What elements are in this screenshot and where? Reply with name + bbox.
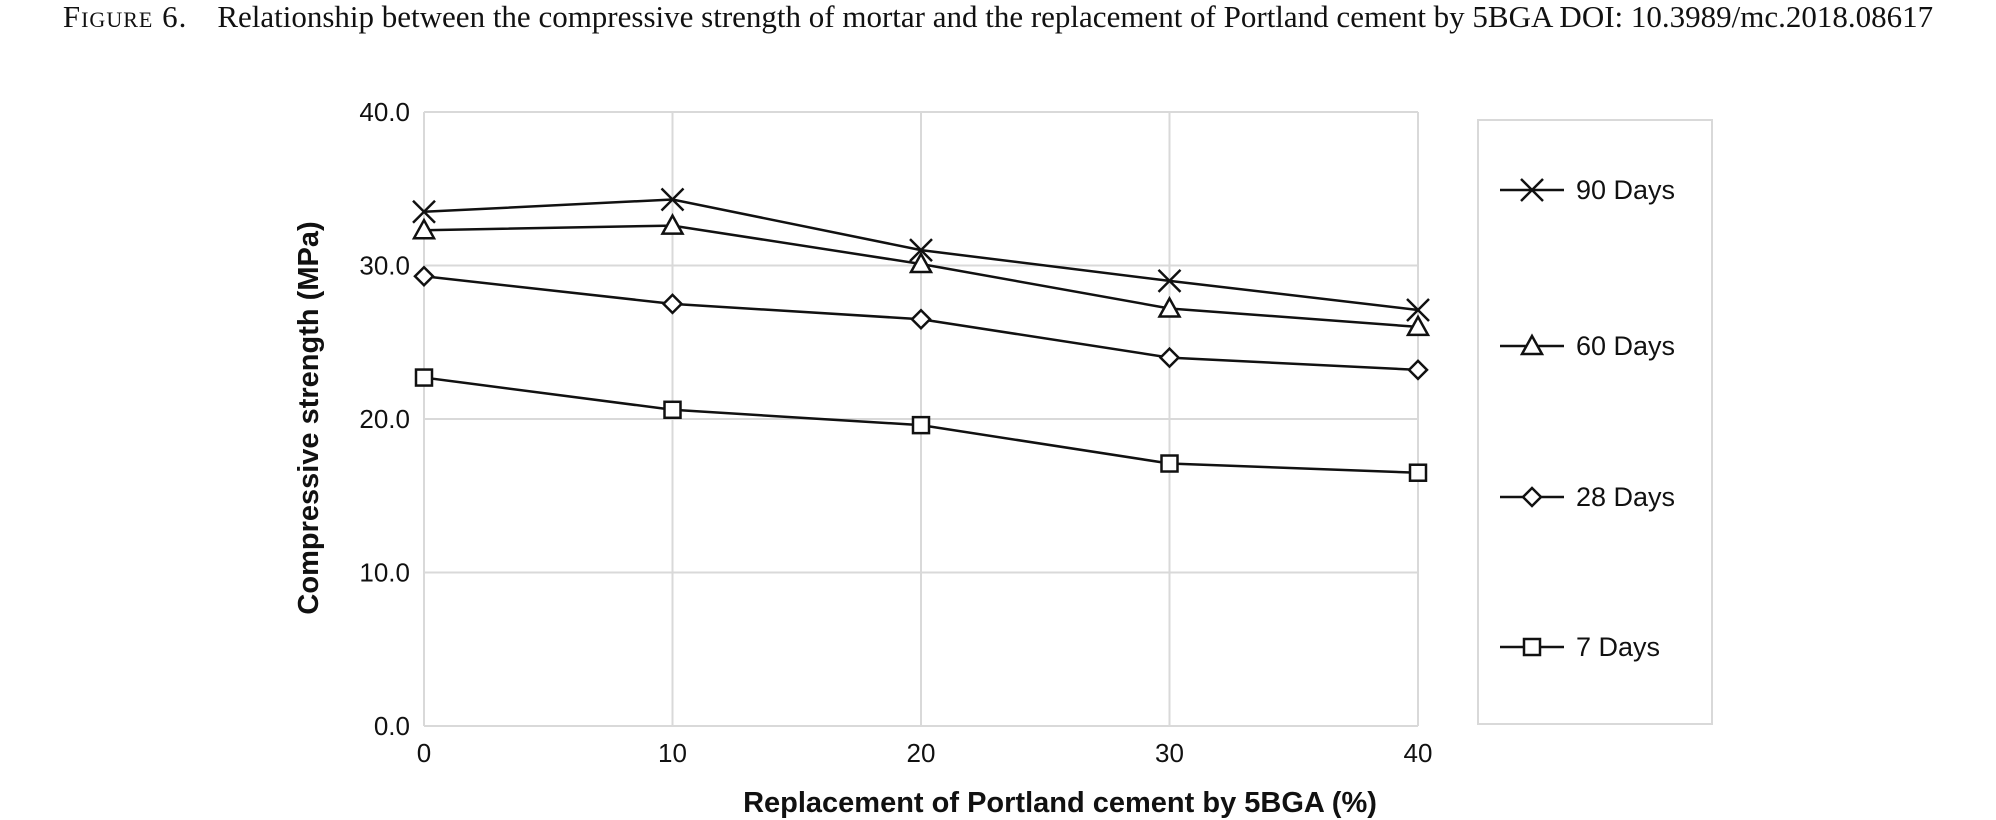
legend-marker — [1519, 333, 1545, 356]
x-tick-label: 10 — [658, 738, 687, 768]
data-point — [1408, 463, 1428, 482]
legend-marker — [1522, 637, 1542, 657]
data-point — [660, 187, 685, 212]
y-tick-label: 30.0 — [359, 251, 410, 281]
data-point — [413, 265, 435, 288]
marker-stroke — [1157, 268, 1182, 293]
x-tick-label: 20 — [907, 738, 936, 768]
series-markers — [411, 187, 1431, 482]
legend-label: 7 Days — [1576, 632, 1660, 662]
x-tick-label: 30 — [1155, 738, 1184, 768]
legend: 90 Days 60 Days 28 Days 7 Days — [1477, 119, 1713, 725]
marker-stroke — [1406, 298, 1430, 322]
y-tick-label: 10.0 — [359, 558, 410, 588]
y-axis-title: Compressive strength (MPa) — [293, 221, 325, 614]
y-tick-label: 0.0 — [374, 711, 410, 741]
x-axis-title: Replacement of Portland cement by 5BGA (… — [743, 787, 1377, 819]
data-point — [1158, 346, 1181, 369]
x-tick-label: 0 — [417, 738, 431, 768]
figure-caption: Figure 6. Relationship between the compre… — [0, 0, 1996, 33]
data-point — [1160, 454, 1179, 473]
data-point — [661, 293, 684, 315]
data-point — [660, 213, 685, 235]
legend-box — [1477, 119, 1713, 725]
data-point — [1405, 314, 1431, 337]
legend-label: 60 Days — [1576, 331, 1675, 361]
data-point — [909, 238, 933, 263]
legend-label: 90 Days — [1576, 175, 1675, 205]
data-point — [414, 368, 434, 387]
data-point — [411, 217, 437, 240]
tick-labels: 0.0 10.0 20.0 30.0 40.0 0 10 20 30 40 — [359, 97, 1432, 768]
x-tick-label: 40 — [1404, 738, 1433, 768]
data-point — [1157, 268, 1182, 293]
marker-stroke — [660, 187, 685, 212]
marker-stroke — [909, 238, 933, 263]
legend-marker — [1521, 486, 1543, 508]
marker-stroke — [412, 199, 436, 224]
legend-marker — [1520, 178, 1544, 202]
data-point — [1406, 298, 1430, 322]
data-point — [911, 415, 931, 435]
data-point — [910, 308, 932, 330]
data-point — [908, 251, 934, 274]
y-tick-label: 40.0 — [359, 97, 410, 127]
legend-label: 28 Days — [1576, 482, 1675, 512]
figure-label: Figure 6. — [62, 0, 188, 34]
marker-stroke — [1520, 178, 1544, 202]
data-point — [663, 400, 682, 420]
figure-caption-text: Relationship between the compressive str… — [217, 0, 1934, 34]
y-tick-label: 20.0 — [359, 404, 410, 434]
data-point — [1407, 359, 1429, 381]
data-point — [1157, 295, 1182, 318]
data-point — [412, 199, 436, 224]
